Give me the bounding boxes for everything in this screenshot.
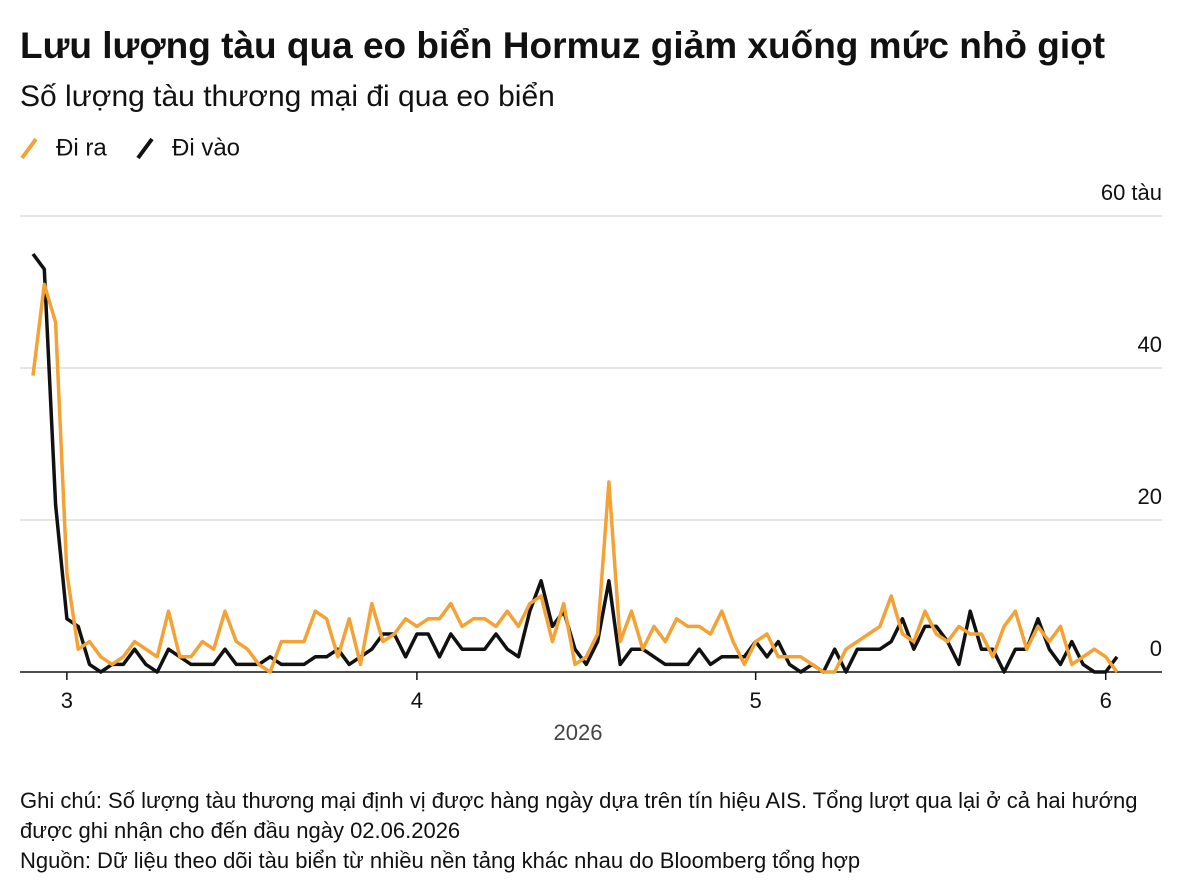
series-line [31,282,1119,674]
x-tick-label: 5 [750,688,762,713]
chart-subtitle: Số lượng tàu thương mại đi qua eo biển [20,80,555,113]
y-tick-label: 40 [1138,332,1162,357]
x-tick-label: 3 [61,688,73,713]
note: Ghi chú: Số lượng tàu thương mại định vị… [20,788,1138,843]
source: Nguồn: Dữ liệu theo dõi tàu biển từ nhiề… [20,848,861,873]
legend-swatch [136,137,154,160]
legend-label: Đi vào [172,134,240,161]
y-tick-label: 20 [1138,484,1162,509]
x-tick-label: 6 [1100,688,1112,713]
notes: Ghi chú: Số lượng tàu thương mại định vị… [20,786,1190,876]
y-tick-label: 60 tàu [1101,180,1162,205]
y-tick-label: 0 [1150,636,1162,661]
legend-swatch [20,137,38,160]
legend-label: Đi ra [56,134,107,161]
x-axis-label: 2026 [554,720,603,745]
x-tick-label: 4 [411,688,423,713]
series-line [31,252,1119,674]
chart-title: Lưu lượng tàu qua eo biển Hormuz giảm xu… [20,25,1105,66]
chart: Lưu lượng tàu qua eo biển Hormuz giảm xu… [20,25,1162,745]
